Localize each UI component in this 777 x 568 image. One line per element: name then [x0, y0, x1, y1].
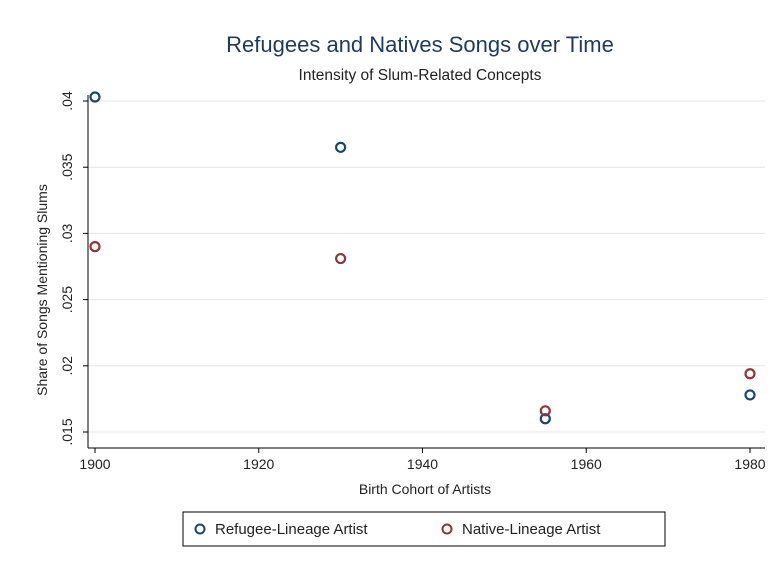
y-tick-label: .03	[59, 223, 75, 243]
plot-region	[88, 95, 765, 448]
legend-marker-refugee	[194, 523, 206, 535]
x-axis-title: Birth Cohort of Artists	[359, 481, 491, 497]
legend-marker-native	[441, 523, 453, 535]
x-tick-label: 1920	[243, 456, 274, 472]
refugee-data-point	[744, 389, 756, 401]
chart-title: Refugees and Natives Songs over Time	[226, 32, 614, 57]
native-data-point	[744, 368, 756, 380]
x-tick-label: 1960	[571, 456, 602, 472]
x-tick-label: 1900	[79, 456, 110, 472]
y-tick-label: .02	[59, 356, 75, 376]
x-tick-label: 1980	[734, 456, 765, 472]
data-points	[89, 91, 756, 425]
native-data-point	[89, 241, 101, 253]
y-tick-label: .015	[59, 418, 75, 445]
gridlines	[88, 100, 765, 433]
y-tick-label: .04	[59, 91, 75, 111]
y-tick-label: .025	[59, 286, 75, 313]
x-axis-ticks: 1900 1920 1940 1960 1980	[79, 448, 766, 472]
native-data-point	[539, 405, 551, 417]
y-tick-label: .035	[59, 153, 75, 180]
x-tick-label: 1940	[407, 456, 438, 472]
refugee-data-point	[335, 141, 347, 153]
legend-box	[182, 511, 666, 547]
legend-label-refugee: Refugee-Lineage Artist	[215, 521, 368, 538]
chart-subtitle: Intensity of Slum-Related Concepts	[299, 67, 542, 84]
legend-label-native: Native-Lineage Artist	[462, 521, 601, 538]
y-axis-ticks: .015 .02 .025 .03 .035 .04	[59, 91, 88, 446]
native-data-point	[335, 252, 347, 265]
refugee-data-point	[89, 91, 101, 103]
y-axis-title: Share of Songs Mentioning Slums	[34, 184, 50, 396]
